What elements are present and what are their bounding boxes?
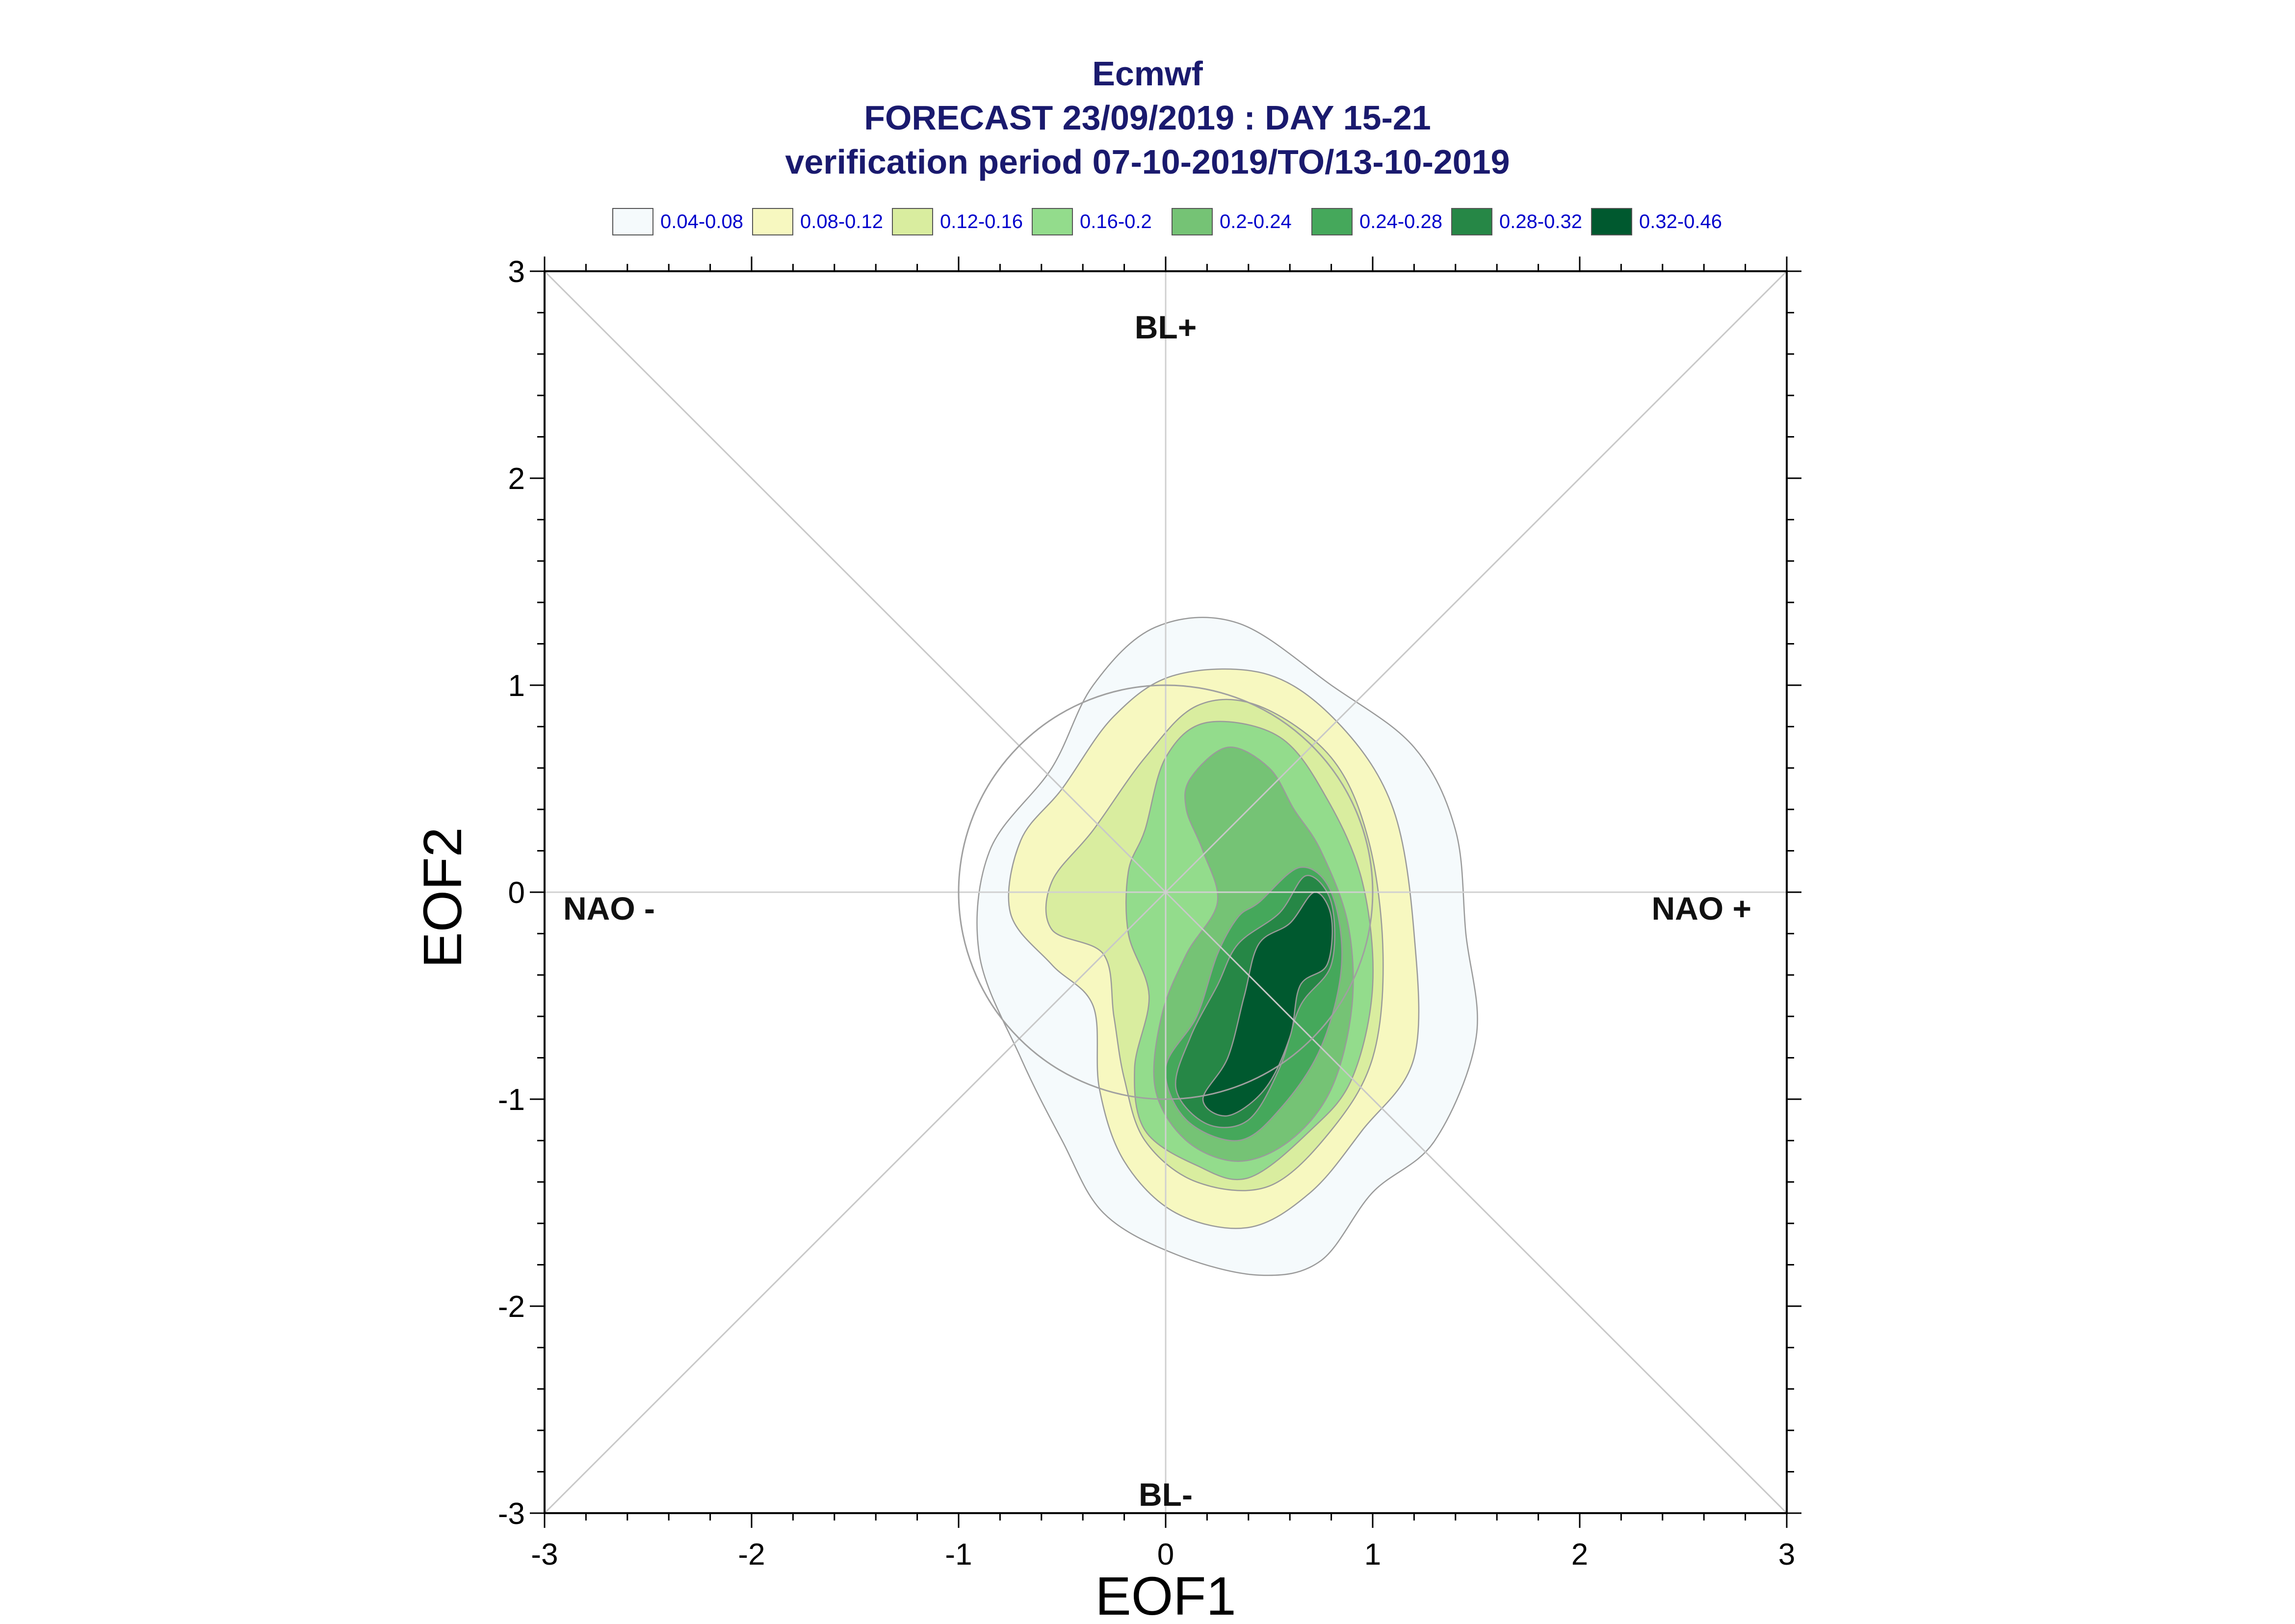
tick-labels: -3 -2 -1 0 1 2 3 3 2 1 0 -1 -2 -3: [498, 255, 1795, 1572]
y-tick-label: 3: [508, 255, 525, 289]
x-tick-label: -1: [945, 1538, 972, 1572]
legend-label: 0.12-0.16: [940, 211, 1023, 232]
contour-layer: [976, 617, 1478, 1276]
legend-item: 0.04-0.08: [612, 206, 752, 238]
legend-label: 0.24-0.28: [1359, 211, 1443, 232]
y-tick-label: -3: [498, 1497, 525, 1531]
x-tick-label: 3: [1778, 1538, 1795, 1572]
legend-item: 0.24-0.28: [1311, 206, 1451, 238]
guide-lines: [544, 270, 1788, 1514]
legend-swatch: [1172, 208, 1213, 235]
contour-7: [1202, 891, 1333, 1117]
y-tick-label: 2: [508, 462, 525, 496]
legend-label: 0.32-0.46: [1639, 211, 1722, 232]
legend-item: 0.08-0.12: [752, 206, 892, 238]
x-tick-label: -2: [738, 1538, 765, 1572]
y-tick-label: 1: [508, 669, 525, 703]
regime-label-nao-minus: NAO -: [563, 890, 655, 927]
legend-item: 0.2-0.24: [1172, 206, 1311, 238]
legend-label: 0.08-0.12: [800, 211, 884, 232]
legend-swatch: [612, 208, 653, 235]
chart-title: Ecmwf: [1092, 54, 1203, 93]
legend-item: 0.28-0.32: [1451, 206, 1591, 238]
legend-item: 0.16-0.2: [1032, 206, 1172, 238]
y-axis-title: EOF2: [413, 827, 473, 968]
chart-subtitle-forecast: FORECAST 23/09/2019 : DAY 15-21: [864, 99, 1431, 137]
legend-item: 0.32-0.46: [1591, 206, 1731, 238]
legend-label: 0.2-0.24: [1220, 211, 1292, 232]
x-tick-label: -3: [531, 1538, 558, 1572]
legend-swatch: [1451, 208, 1492, 235]
legend-item: 0.12-0.16: [892, 206, 1032, 238]
regime-label-bl-minus: BL-: [1139, 1476, 1193, 1513]
regime-label-nao-plus: NAO +: [1651, 890, 1751, 927]
reference-circle: [958, 684, 1374, 1100]
x-axis-title: EOF1: [1095, 1566, 1236, 1624]
legend-label: 0.28-0.32: [1499, 211, 1583, 232]
chart-subtitle-verification: verification period 07-10-2019/TO/13-10-…: [785, 143, 1510, 181]
y-tick-label: 0: [508, 876, 525, 910]
x-tick-label: 1: [1364, 1538, 1381, 1572]
legend-label: 0.04-0.08: [660, 211, 744, 232]
regime-label-bl-plus: BL+: [1135, 309, 1197, 345]
legend: 0.04-0.08 0.08-0.12 0.12-0.16 0.16-0.2 0.2-0…: [612, 206, 1790, 238]
y-tick-label: -1: [498, 1083, 525, 1117]
y-tick-label: -2: [498, 1290, 525, 1324]
legend-swatch: [892, 208, 933, 235]
x-tick-label: 0: [1157, 1538, 1174, 1572]
legend-swatch: [1591, 208, 1632, 235]
legend-swatch: [1311, 208, 1353, 235]
legend-swatch: [752, 208, 793, 235]
legend-label: 0.16-0.2: [1080, 211, 1152, 232]
x-tick-label: 2: [1571, 1538, 1588, 1572]
legend-swatch: [1032, 208, 1073, 235]
axes: [530, 257, 1801, 1528]
